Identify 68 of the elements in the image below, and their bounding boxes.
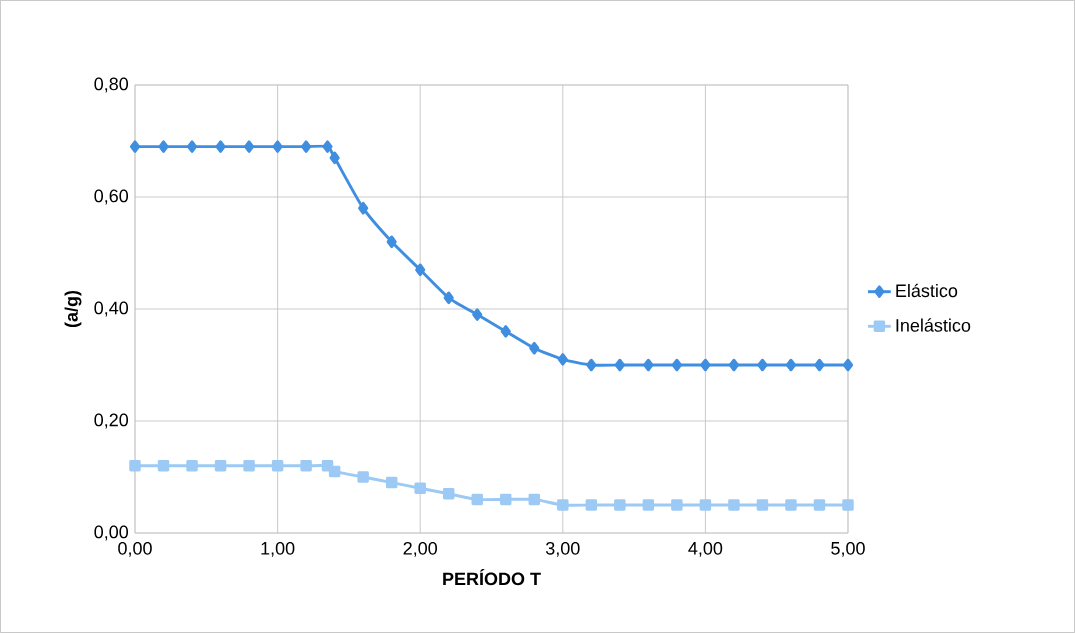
point [186, 460, 198, 472]
point [471, 493, 483, 506]
point [813, 499, 826, 511]
point [757, 358, 768, 372]
point [700, 358, 711, 372]
x-tick-label: 1,00 [261, 541, 295, 557]
point [728, 499, 740, 511]
point [414, 482, 426, 494]
y-tick-label: 0,40 [94, 301, 129, 317]
point [415, 263, 426, 277]
point [186, 140, 198, 153]
point [842, 499, 854, 511]
point [529, 341, 540, 355]
point [272, 140, 283, 153]
point [728, 358, 739, 372]
x-axis-title: PERÍODO T [443, 569, 541, 586]
point [557, 353, 568, 366]
point [785, 358, 797, 372]
point [385, 476, 398, 489]
point [129, 460, 141, 472]
point [322, 140, 333, 153]
point [442, 488, 455, 500]
point [842, 358, 854, 372]
point [386, 235, 397, 249]
point [329, 151, 340, 165]
point [301, 140, 312, 153]
point [756, 499, 769, 511]
point [244, 140, 255, 153]
y-tick-label: 0,60 [94, 189, 129, 205]
point [271, 460, 284, 472]
point [500, 325, 511, 338]
point [671, 499, 683, 511]
y-tick-label: 0,20 [94, 413, 129, 429]
point [586, 358, 597, 372]
point [214, 460, 227, 472]
x-tick-label: 0,00 [118, 541, 152, 557]
point [443, 291, 454, 305]
x-tick-label: 3,00 [545, 541, 580, 557]
x-tick-label: 5,00 [831, 541, 865, 557]
legend-label: Inelástico [896, 318, 971, 332]
point [785, 499, 797, 511]
point [671, 358, 682, 372]
point [357, 471, 369, 483]
point [157, 460, 170, 472]
y-tick-label: 0,00 [94, 525, 129, 541]
point [158, 140, 169, 153]
point [358, 201, 369, 215]
point [300, 460, 312, 472]
point [129, 140, 141, 153]
point [614, 358, 625, 372]
point [614, 499, 626, 511]
point [642, 499, 655, 511]
point [472, 308, 483, 321]
point [528, 493, 541, 506]
point [328, 465, 341, 478]
legend-label: Elástico [896, 283, 958, 298]
point [557, 499, 569, 511]
x-tick-label: 2,00 [403, 541, 438, 557]
point [500, 493, 512, 506]
point [643, 358, 654, 372]
point [215, 140, 226, 153]
point [585, 499, 598, 511]
y-tick-label: 0,80 [94, 77, 129, 93]
point [243, 460, 255, 472]
point [699, 499, 712, 511]
point [814, 358, 825, 372]
x-tick-label: 4,00 [688, 541, 723, 557]
y-axis-title: (a/g) [64, 290, 82, 328]
